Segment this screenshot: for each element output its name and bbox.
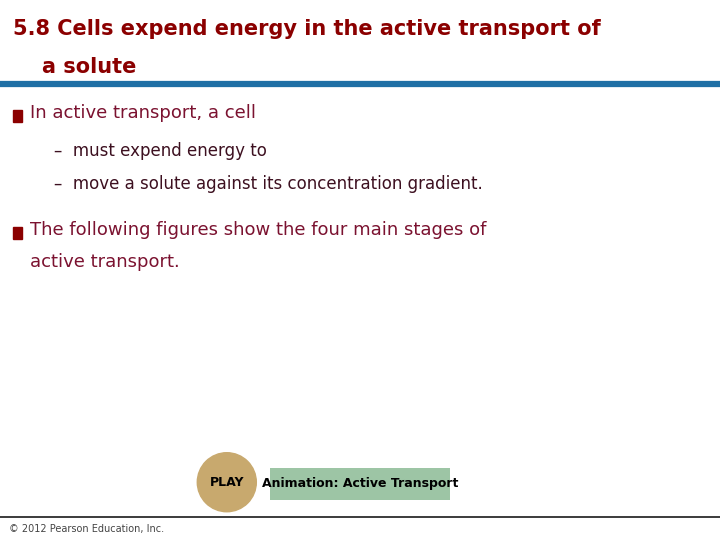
Bar [13, 110, 22, 122]
Ellipse shape [197, 453, 256, 512]
Text: –  must expend energy to: – must expend energy to [54, 142, 267, 160]
Text: The following figures show the four main stages of: The following figures show the four main… [30, 221, 487, 239]
Text: 5.8 Cells expend energy in the active transport of: 5.8 Cells expend energy in the active tr… [13, 19, 600, 39]
Text: PLAY: PLAY [210, 476, 244, 489]
Text: © 2012 Pearson Education, Inc.: © 2012 Pearson Education, Inc. [9, 524, 163, 534]
Text: In active transport, a cell: In active transport, a cell [30, 104, 256, 123]
Text: Animation: Active Transport: Animation: Active Transport [262, 477, 458, 490]
Bar [13, 227, 22, 239]
Text: active transport.: active transport. [30, 253, 180, 272]
Text: a solute: a solute [13, 57, 136, 77]
Text: –  move a solute against its concentration gradient.: – move a solute against its concentratio… [54, 174, 482, 193]
FancyBboxPatch shape [270, 468, 450, 500]
